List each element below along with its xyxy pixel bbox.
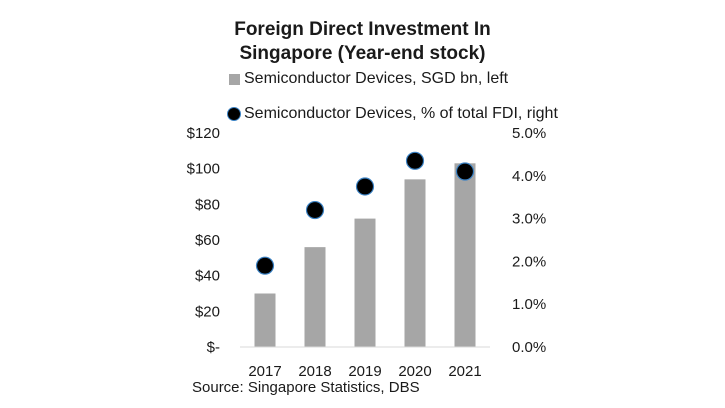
y-left-tick-label: $40 [195,268,220,285]
x-tick-label-2019: 2019 [348,363,381,380]
x-tick-label-2018: 2018 [298,363,331,380]
y-left-tick-label: $100 [187,161,220,178]
chart-title-line-2: Singapore (Year-end stock) [239,43,486,64]
y-right-tick-label: 5.0% [512,125,546,142]
chart-title-line-1: Foreign Direct Investment In [234,19,491,40]
legend-marker-swatch [227,107,241,121]
x-tick-label-2021: 2021 [448,363,481,380]
y-right-tick-label: 3.0% [512,211,546,228]
bar-2020 [404,179,426,347]
bar-2017 [254,293,276,347]
legend-item-markers: Semiconductor Devices, % of total FDI, r… [227,105,558,123]
y-left-tick-label: $- [207,339,220,356]
y-right-tick-label: 0.0% [512,339,546,356]
legend-label-markers: Semiconductor Devices, % of total FDI, r… [244,105,558,122]
marker-2017 [255,256,275,275]
legend-bar-swatch [229,73,240,85]
x-tick-label-2020: 2020 [398,363,431,380]
marker-2018 [305,200,325,220]
y-left-tick-label: $20 [195,303,220,320]
y-right-tick-label: 1.0% [512,296,546,313]
marker-2021 [455,162,475,181]
x-tick-label-2017: 2017 [248,363,281,380]
y-left-tick-label: $120 [187,125,220,142]
bar-2018 [304,247,326,347]
y-left-tick-label: $60 [195,232,220,249]
legend-label-bars: Semiconductor Devices, SGD bn, left [244,70,509,87]
legend-item-bars: Semiconductor Devices, SGD bn, left [229,70,508,88]
chart-source: Source: Singapore Statistics, DBS [192,379,420,396]
y-right-tick-label: 2.0% [512,253,546,270]
bar-2019 [354,218,376,347]
marker-2019 [355,177,375,196]
y-right-tick-label: 4.0% [512,168,546,185]
bar-2021 [454,163,476,347]
marker-2020 [405,151,425,170]
y-left-tick-label: $80 [195,196,220,213]
